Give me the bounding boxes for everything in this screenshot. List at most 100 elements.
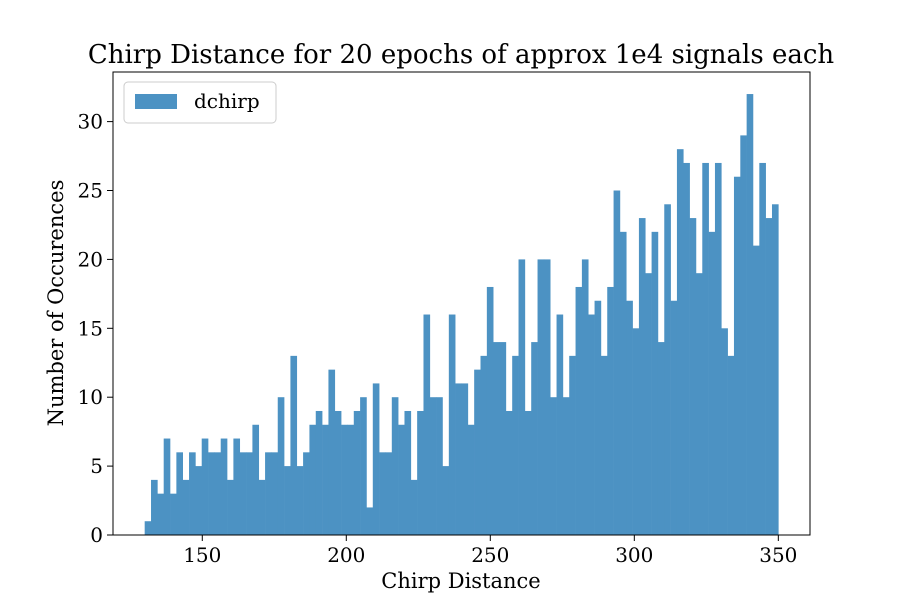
- histogram-bar: [543, 259, 551, 535]
- histogram-bar: [721, 328, 728, 535]
- histogram-bar: [309, 424, 317, 535]
- histogram-bar: [157, 493, 164, 535]
- x-axis: 150 200 250 300 350: [183, 535, 797, 567]
- histogram-bar: [651, 231, 659, 535]
- histogram-bar: [303, 452, 310, 535]
- histogram-bar: [366, 507, 374, 535]
- histogram-bar: [588, 314, 595, 535]
- histogram-bar: [493, 342, 500, 535]
- legend-label-dchirp: dchirp: [194, 89, 260, 113]
- histogram-bar: [334, 410, 342, 535]
- histogram-bar: [265, 452, 272, 535]
- histogram-bar: [322, 424, 329, 535]
- histogram-bar: [214, 452, 222, 535]
- histogram-bar: [372, 383, 380, 535]
- histogram-bar: [537, 259, 545, 535]
- histogram-bar: [626, 300, 633, 535]
- histogram-bar: [562, 397, 570, 535]
- y-tick-label: 0: [90, 523, 103, 547]
- histogram-bar: [531, 342, 538, 535]
- histogram-bar: [708, 231, 716, 535]
- histogram-bar: [759, 162, 766, 536]
- plot-frame: [112, 71, 811, 536]
- histogram-bar: [695, 273, 703, 535]
- histogram-bar: [727, 355, 735, 535]
- histogram-bar: [505, 410, 513, 535]
- histogram-bar: [182, 479, 190, 535]
- histogram-bar: [284, 466, 291, 535]
- histogram-bar: [645, 273, 652, 535]
- histogram-bar: [771, 204, 779, 536]
- histogram-bar: [638, 218, 646, 535]
- histogram-bar: [550, 397, 557, 535]
- histogram-bar: [676, 149, 684, 535]
- histogram-bar: [208, 452, 215, 535]
- histogram-bar: [657, 342, 665, 535]
- histogram-bar: [683, 162, 690, 536]
- histogram-bar: [347, 424, 355, 535]
- histogram-bar: [714, 162, 722, 536]
- histogram-bar: [176, 452, 183, 535]
- histogram-bar: [524, 410, 532, 535]
- histogram-bar: [379, 452, 386, 535]
- histogram-bar: [461, 383, 469, 535]
- histogram-bar: [607, 286, 614, 535]
- histogram-bar: [417, 410, 424, 535]
- x-tick-label: 150: [183, 543, 221, 567]
- y-tick-label: 15: [78, 316, 103, 340]
- histogram-bar: [328, 369, 336, 535]
- histogram-bar: [353, 410, 361, 535]
- histogram-bar: [246, 452, 253, 535]
- histogram-bar: [702, 162, 709, 536]
- histogram-bar: [740, 135, 747, 535]
- chart-title: Chirp Distance for 20 epochs of approx 1…: [88, 40, 835, 70]
- histogram-bar: [594, 300, 602, 535]
- x-tick-label: 300: [615, 543, 653, 567]
- histogram-bar: [220, 438, 228, 535]
- histogram-bar: [404, 410, 412, 535]
- y-tick-label: 10: [78, 385, 103, 409]
- histogram-bar: [227, 479, 234, 535]
- histogram-bar: [360, 397, 367, 535]
- histogram-bar: [341, 424, 348, 535]
- histogram-bar: [480, 355, 488, 535]
- x-tick-label: 250: [471, 543, 509, 567]
- legend-swatch-dchirp: [135, 94, 177, 109]
- y-tick-label: 20: [78, 247, 103, 271]
- histogram-bar: [233, 438, 241, 535]
- histogram-bar: [170, 493, 177, 535]
- histogram-bar: [189, 452, 196, 535]
- histogram-bar: [296, 466, 304, 535]
- histogram-bar: [144, 521, 152, 535]
- histogram-bar: [486, 286, 494, 535]
- histogram-bar: [733, 176, 741, 535]
- y-tick-label: 5: [90, 454, 103, 478]
- histogram-bar: [290, 355, 298, 535]
- histogram-bar: [746, 94, 754, 536]
- histogram-bar: [277, 397, 285, 535]
- histogram-bar: [619, 231, 627, 535]
- histogram-bar: [569, 355, 576, 535]
- histogram-bar: [271, 452, 279, 535]
- histogram-bar: [436, 397, 443, 535]
- histogram-bar: [664, 204, 671, 536]
- histogram-bar: [670, 300, 678, 535]
- histogram-bar: [575, 286, 583, 535]
- x-axis-label: Chirp Distance: [381, 569, 540, 593]
- histogram-bar: [398, 424, 405, 535]
- histogram-bar: [151, 479, 158, 535]
- histogram-bar: [752, 245, 760, 535]
- histogram-bar: [600, 355, 608, 535]
- histogram-bar: [455, 383, 462, 535]
- histogram-bar: [423, 314, 431, 535]
- histogram-bar: [410, 479, 418, 535]
- histogram-bar: [385, 452, 393, 535]
- legend-box: [123, 81, 277, 124]
- histogram-bar: [195, 466, 203, 535]
- y-tick-label: 30: [78, 110, 103, 134]
- histogram-bar: [315, 410, 323, 535]
- histogram-bar: [252, 424, 260, 535]
- x-tick-label: 200: [327, 543, 365, 567]
- histogram-bar: [467, 424, 475, 535]
- bars-layer: [144, 94, 779, 536]
